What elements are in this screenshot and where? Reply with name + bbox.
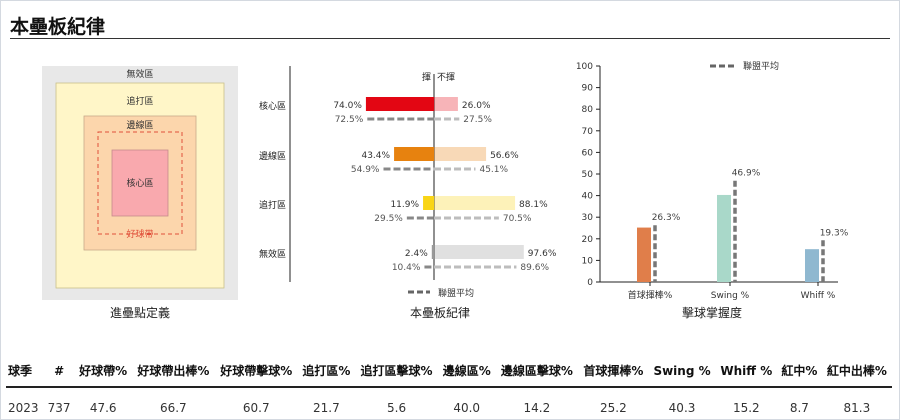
- y-tick-label: 50: [582, 170, 594, 180]
- y-tick-label: 0: [587, 278, 593, 288]
- column-header: 紅中出棒%: [821, 356, 892, 388]
- table-cell: 25.2: [600, 401, 627, 415]
- league-avg-swing-label: 29.5%: [374, 214, 403, 224]
- table-cell: 47.6: [89, 401, 117, 415]
- category-label: 核心區: [259, 100, 286, 112]
- y-tick-label: 10: [582, 256, 594, 266]
- take-header: 不揮: [437, 71, 455, 83]
- contact-control-chart: 0 10 20 30 40 50 60 70 80 90 100 聯盟平均 26.3% 首球揮棒% 46.9…: [576, 60, 849, 301]
- y-tick-label: 80: [582, 105, 594, 115]
- league-avg-take-label: 70.5%: [503, 214, 532, 224]
- value-bar: [805, 249, 819, 282]
- swing-header: 揮: [422, 71, 431, 83]
- x-tick-label: 首球揮棒%: [628, 289, 673, 301]
- stats-header-row: 球季 # 好球帶% 好球帶出棒% 好球帶擊球% 追打區% 追打區擊球% 邊線區% 邊線區擊球% 首…: [6, 356, 892, 388]
- column-header: 邊線區擊球%: [495, 356, 579, 388]
- table-cell: 2023: [8, 401, 39, 415]
- take-bar: [434, 147, 487, 161]
- league-avg-label: 19.3%: [820, 228, 849, 238]
- league-avg-label: 46.9%: [732, 169, 761, 179]
- zone-heart: [111, 149, 169, 217]
- table-row: 2023 737 47.6 66.7 60.7 21.7 5.6 40.0 14.2 25.2 40…: [6, 387, 892, 419]
- value-bar: [717, 194, 731, 282]
- swing-value-label: 11.9%: [390, 200, 419, 210]
- table-cell: 737: [47, 401, 71, 415]
- legend-label: 聯盟平均: [743, 60, 779, 72]
- column-header: 首球揮棒%: [578, 356, 649, 388]
- take-bar: [434, 97, 458, 111]
- swing-bar: [431, 245, 434, 259]
- take-value-label: 97.6%: [528, 249, 557, 259]
- zone-diagram: 無效區 追打區 邊線區 核心區 好球帶: [42, 66, 238, 300]
- table-cell: 8.7: [789, 401, 809, 415]
- title-divider: [10, 38, 890, 39]
- swing-value-label: 43.4%: [361, 151, 390, 161]
- zone-chase-label: 追打區: [126, 95, 153, 107]
- zone-heart-label: 核心區: [126, 177, 153, 189]
- category-label: 無效區: [259, 248, 286, 260]
- column-header: 追打區%: [297, 356, 356, 388]
- page-title: 本壘板紀律: [10, 16, 106, 38]
- table-cell: 21.7: [313, 401, 340, 415]
- league-avg-label: 26.3%: [652, 213, 681, 223]
- y-tick-label: 40: [582, 192, 594, 202]
- column-header: 好球帶擊球%: [214, 356, 298, 388]
- x-tick-label: Swing %: [711, 291, 750, 301]
- take-value-label: 26.0%: [462, 101, 491, 111]
- table-cell: 66.7: [159, 401, 187, 415]
- column-header: 好球帶出棒%: [131, 356, 215, 388]
- take-bar: [434, 245, 524, 259]
- y-tick-label: 20: [582, 235, 594, 245]
- column-header: 邊線區%: [438, 356, 496, 388]
- league-avg-take-label: 27.5%: [463, 115, 492, 125]
- league-avg-take-label: 45.1%: [479, 165, 508, 175]
- column-header: 紅中%: [777, 356, 822, 388]
- swing-value-label: 74.0%: [333, 101, 362, 111]
- x-tick-label: Whiff %: [801, 291, 836, 301]
- table-cell: 40.3: [668, 401, 696, 415]
- take-bar: [434, 196, 516, 210]
- swing-value-label: 2.4%: [405, 249, 428, 259]
- take-value-label: 88.1%: [519, 200, 548, 210]
- table-cell: 40.0: [453, 401, 481, 415]
- column-header: 好球帶%: [74, 356, 132, 388]
- column-header: Whiff %: [715, 356, 778, 388]
- table-cell: 60.7: [242, 401, 270, 415]
- take-value-label: 56.6%: [490, 151, 519, 161]
- contact-control-caption: 擊球掌握度: [681, 306, 742, 320]
- column-header: #: [43, 356, 75, 388]
- table-cell: 81.3: [843, 401, 871, 415]
- table-cell: 5.6: [387, 401, 407, 415]
- plate-discipline-caption: 本壘板紀律: [409, 306, 470, 320]
- zone-diagram-caption: 進壘點定義: [109, 306, 170, 320]
- zone-waste-label: 無效區: [126, 68, 153, 80]
- category-label: 邊線區: [259, 150, 286, 162]
- swing-bar: [423, 196, 434, 210]
- y-tick-label: 100: [576, 62, 593, 72]
- table-cell: 14.2: [523, 401, 551, 415]
- stats-table: 球季 # 好球帶% 好球帶出棒% 好球帶擊球% 追打區% 追打區擊球% 邊線區% 邊線區擊球% 首…: [6, 356, 892, 419]
- column-header: 球季: [6, 356, 44, 388]
- y-tick-label: 30: [582, 213, 594, 223]
- league-avg-take-label: 89.6%: [520, 263, 549, 273]
- league-avg-swing-label: 10.4%: [392, 263, 421, 273]
- league-avg-swing-label: 72.5%: [335, 115, 364, 125]
- value-bar: [637, 227, 651, 282]
- swing-bar: [394, 147, 434, 161]
- strike-zone-label: 好球帶: [126, 228, 153, 240]
- table-cell: 15.2: [732, 401, 760, 415]
- zone-shadow-label: 邊線區: [126, 119, 153, 131]
- category-label: 追打區: [259, 199, 286, 211]
- plate-discipline-chart: 揮不揮核心區 74.0% 26.0% 72.5% 27.5% 邊線區 43.4% 56.6% 5…: [259, 66, 557, 299]
- y-tick-label: 90: [582, 84, 594, 94]
- league-avg-swing-label: 54.9%: [351, 165, 380, 175]
- column-header: Swing %: [648, 356, 716, 388]
- column-header: 追打區擊球%: [355, 356, 438, 388]
- swing-bar: [365, 97, 434, 111]
- y-tick-label: 70: [582, 127, 594, 137]
- strike-zone-outline: [97, 131, 183, 235]
- y-tick-label: 60: [582, 148, 594, 158]
- legend-label: 聯盟平均: [438, 287, 474, 299]
